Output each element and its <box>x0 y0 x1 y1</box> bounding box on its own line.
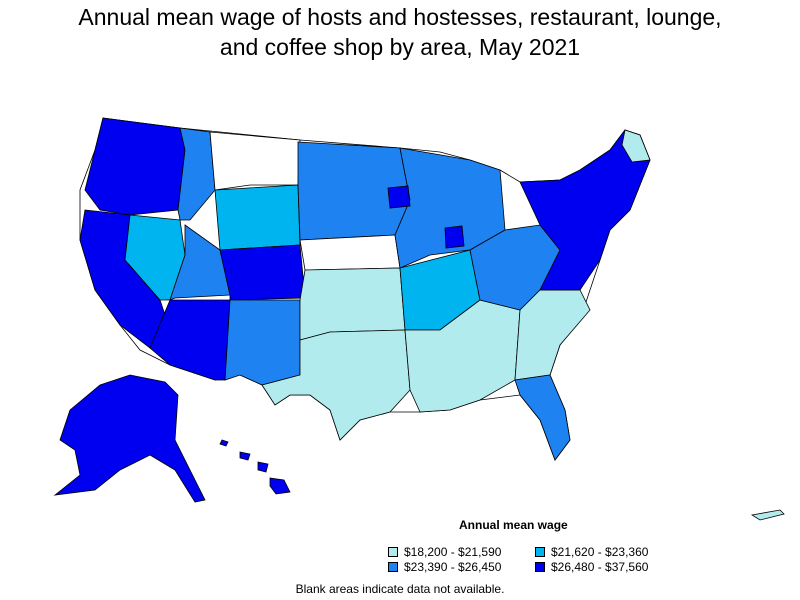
region-montana <box>209 131 301 191</box>
legend-swatch-4 <box>535 562 545 572</box>
legend-item-3: $23,390 - $26,450 <box>388 560 501 574</box>
map-title-line2: and coffee shop by area, May 2021 <box>219 34 581 60</box>
region-kansas-oklahoma <box>299 267 406 341</box>
region-new-mexico <box>224 299 301 386</box>
region-upper-midwest <box>394 147 506 269</box>
legend-item-4: $26,480 - $37,560 <box>535 560 648 574</box>
region-northeast <box>519 129 651 291</box>
region-southeast <box>514 289 591 381</box>
legend-swatch-2 <box>535 547 545 557</box>
region-nebraska <box>299 234 401 271</box>
region-pacific-northwest <box>84 117 186 216</box>
map-title: Annual mean wage of hosts and hostesses,… <box>0 2 800 62</box>
legend-swatch-3 <box>388 562 398 572</box>
region-minneapolis <box>387 185 411 209</box>
legend-item-2: $21,620 - $23,360 <box>535 545 648 559</box>
legend-label-4: $26,480 - $37,560 <box>551 560 649 574</box>
region-florida <box>514 374 571 461</box>
blank-areas-note: Blank areas indicate data not available. <box>295 582 505 596</box>
legend-swatch-1 <box>388 547 398 557</box>
region-chicago <box>444 225 465 249</box>
region-maine <box>621 129 651 163</box>
map-title-line1: Annual mean wage of hosts and hostesses,… <box>78 4 722 30</box>
region-puerto-rico <box>750 509 785 521</box>
region-wyoming <box>214 184 301 251</box>
region-south-central <box>404 299 521 413</box>
legend-title: Annual mean wage <box>459 518 568 532</box>
legend-label-2: $21,620 - $23,360 <box>551 545 649 559</box>
region-alaska <box>53 374 206 503</box>
contiguous-us <box>79 117 651 461</box>
legend-item-1: $18,200 - $21,590 <box>388 545 501 559</box>
region-hawaii <box>219 439 291 495</box>
legend-label-3: $23,390 - $26,450 <box>404 560 502 574</box>
legend-label-1: $18,200 - $21,590 <box>404 545 502 559</box>
region-colorado <box>219 244 306 301</box>
